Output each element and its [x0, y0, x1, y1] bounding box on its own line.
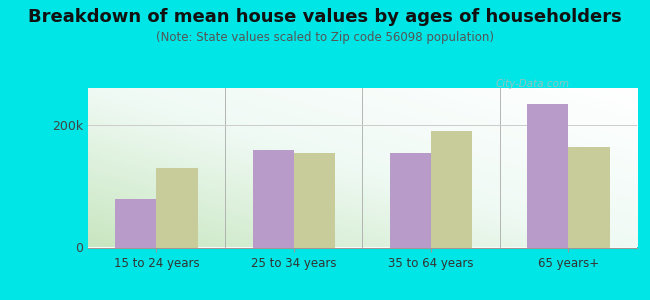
- Bar: [527, 104, 568, 248]
- Bar: [568, 147, 610, 247]
- Bar: [294, 153, 335, 247]
- Bar: [115, 199, 157, 248]
- Text: City-Data.com: City-Data.com: [496, 79, 570, 89]
- Bar: [431, 131, 472, 248]
- Bar: [157, 168, 198, 248]
- Text: Breakdown of mean house values by ages of householders: Breakdown of mean house values by ages o…: [28, 8, 622, 26]
- Bar: [390, 153, 431, 247]
- Text: (Note: State values scaled to Zip code 56098 population): (Note: State values scaled to Zip code 5…: [156, 32, 494, 44]
- Bar: [252, 150, 294, 247]
